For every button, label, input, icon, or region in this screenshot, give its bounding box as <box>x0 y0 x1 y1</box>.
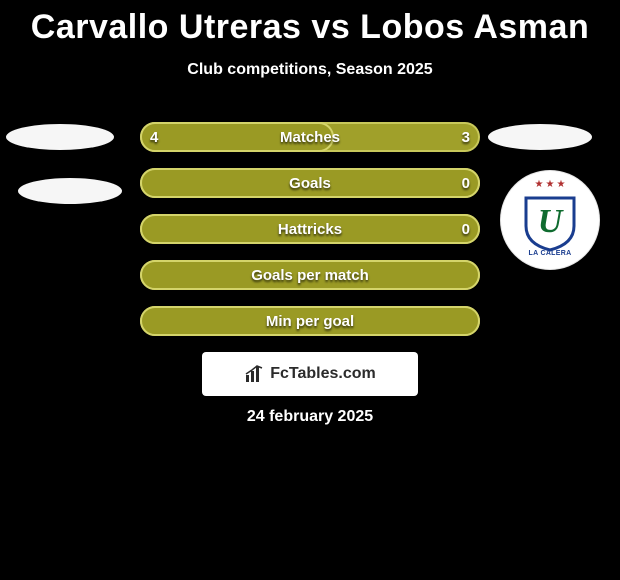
stat-bar: Goals0 <box>140 168 480 198</box>
star-icon: ★ <box>546 179 555 190</box>
stat-bar-label: Goals <box>140 168 480 198</box>
stat-bar: Min per goal <box>140 306 480 336</box>
star-icon: ★ <box>556 179 565 190</box>
club-badge: ★ ★ ★ U LA CALERA <box>500 170 600 270</box>
stat-bar-value-right: 0 <box>462 168 470 198</box>
date-text: 24 february 2025 <box>0 408 620 426</box>
star-icon: ★ <box>535 179 544 190</box>
stat-bar: Matches4 3 <box>140 122 480 152</box>
club-badge-shield: U <box>522 192 578 252</box>
stat-bar-label: Matches <box>140 122 480 152</box>
credit-box[interactable]: FcTables.com <box>202 352 418 396</box>
club-badge-letter: U <box>538 203 565 240</box>
page-title: Carvallo Utreras vs Lobos Asman <box>0 0 620 47</box>
stat-bar-value-right: 0 <box>462 214 470 244</box>
stat-bar-value-right: 3 <box>462 122 470 152</box>
stat-bar-label: Goals per match <box>140 260 480 290</box>
stats-bars: Matches43Goals0Hattricks0Goals per match… <box>140 122 480 352</box>
credit-text: FcTables.com <box>270 365 376 383</box>
shield-icon: U <box>522 192 578 252</box>
stat-bar-value-left: 4 <box>150 122 158 152</box>
stat-bar-label: Hattricks <box>140 214 480 244</box>
page-subtitle: Club competitions, Season 2025 <box>0 61 620 79</box>
stat-bar: Hattricks0 <box>140 214 480 244</box>
bar-chart-icon <box>244 364 264 384</box>
player-photo-placeholder-left-top <box>6 124 114 150</box>
stat-bar-label: Min per goal <box>140 306 480 336</box>
club-badge-stars: ★ ★ ★ <box>535 179 566 190</box>
player-photo-placeholder-left-bottom <box>18 178 122 204</box>
player-photo-placeholder-right <box>488 124 592 150</box>
stat-bar: Goals per match <box>140 260 480 290</box>
